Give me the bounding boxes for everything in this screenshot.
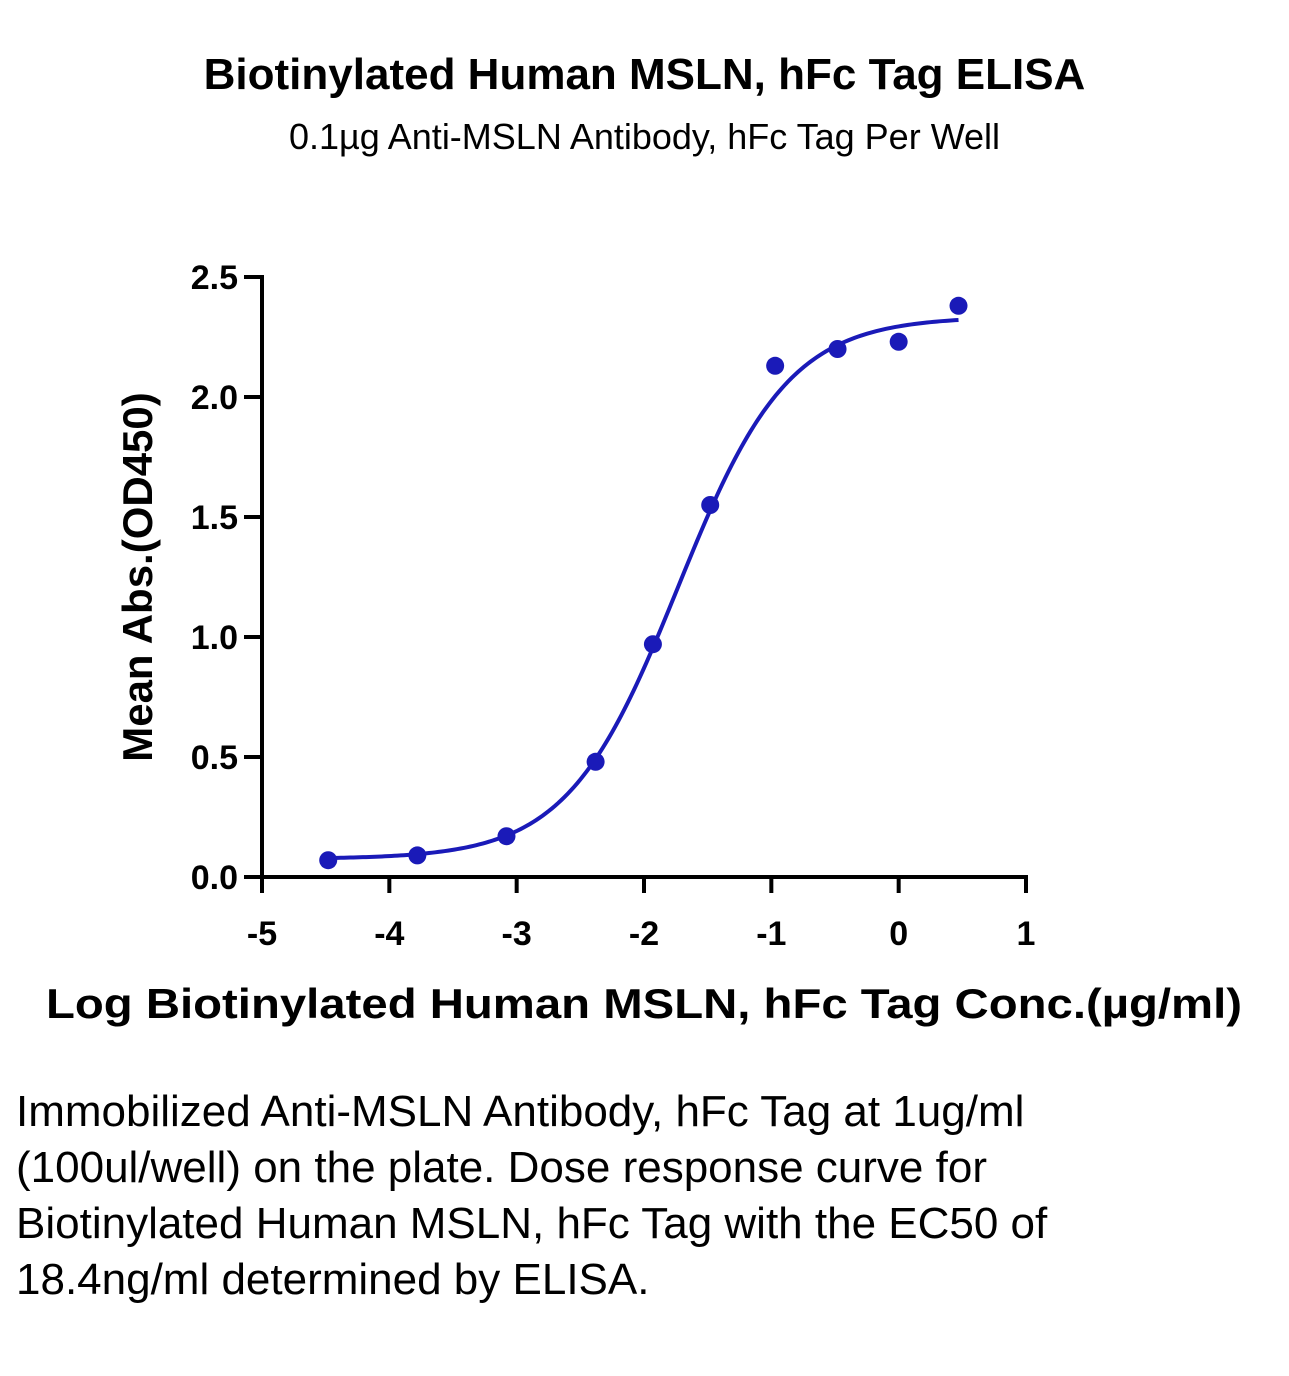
x-tick-label: -3	[502, 915, 532, 953]
x-tick-label: -4	[374, 915, 404, 953]
x-tick-label: -1	[756, 915, 786, 953]
fit-curve	[328, 317, 959, 861]
chart-subtitle: 0.1µg Anti-MSLN Antibody, hFc Tag Per We…	[288, 116, 1001, 157]
x-tick-label: 1	[1017, 915, 1036, 953]
chart-title: Biotinylated Human MSLN, hFc Tag ELISA	[203, 50, 1086, 99]
figure-caption: Immobilized Anti-MSLN Antibody, hFc Tag …	[16, 1087, 1048, 1304]
data-point	[766, 356, 785, 375]
y-axis-title: Mean Abs.(OD450)	[114, 392, 161, 762]
ticks: 0.0 0.5 1.0 1.5 2.0 2.5 -5 -4 -3 -2 -1 0 1	[191, 259, 1036, 953]
y-tick-label: 0.0	[191, 859, 238, 897]
x-axis-title: Log Biotinylated Human MSLN, hFc Tag Con…	[46, 980, 1242, 1027]
y-tick-label: 1.0	[191, 619, 238, 657]
chart-plot: 0.0 0.5 1.0 1.5 2.0 2.5 -5 -4 -3 -2 -1 0 1 Mean Abs.…	[46, 259, 1242, 1027]
x-tick-label: -5	[247, 915, 277, 953]
y-tick-label: 0.5	[191, 739, 238, 777]
data-point	[319, 851, 338, 870]
data-point	[586, 752, 605, 771]
data-point	[701, 496, 720, 514]
y-tick-label: 2.5	[191, 259, 238, 297]
data-point	[828, 340, 847, 358]
axes	[260, 275, 1028, 879]
data-point	[408, 846, 427, 865]
data-point	[497, 827, 516, 846]
x-tick-label: -2	[629, 915, 659, 953]
data-points	[319, 296, 968, 870]
data-point	[949, 296, 968, 315]
y-tick-label: 1.5	[191, 499, 238, 537]
y-tick-label: 2.0	[191, 379, 238, 417]
data-point	[643, 635, 662, 654]
data-point	[889, 332, 908, 351]
x-tick-label: 0	[889, 915, 908, 953]
